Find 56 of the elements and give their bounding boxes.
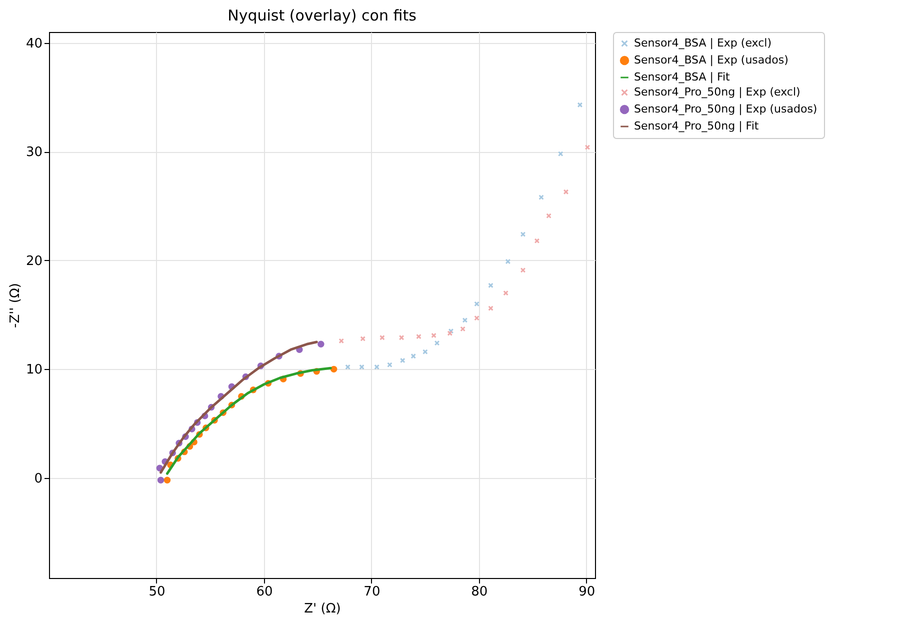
point <box>422 349 428 354</box>
point <box>410 353 416 359</box>
point <box>488 306 494 311</box>
point <box>520 232 526 237</box>
legend-label: Sensor4_Pro_50ng | Exp (usados) <box>634 102 818 116</box>
point <box>534 238 540 244</box>
legend-label: Sensor4_Pro_50ng | Fit <box>634 120 760 132</box>
point <box>503 290 508 296</box>
y-tick-label: 20 <box>26 254 42 269</box>
x-tick-label: 90 <box>578 584 596 600</box>
chart-title: Nyquist (overlay) con fits <box>228 6 417 24</box>
point <box>434 340 440 346</box>
y-tick-label: 0 <box>34 471 42 486</box>
point <box>505 258 511 264</box>
legend-label: Sensor4_Pro_50ng | Exp (excl) <box>634 86 800 98</box>
point <box>520 268 526 273</box>
legend-label: Sensor4_BSA | Exp (excl) <box>634 36 772 50</box>
y-axis-title: -Z'' (Ω) <box>8 283 23 328</box>
y-tick-label: 30 <box>26 145 42 160</box>
x-tick-label: 60 <box>256 584 273 600</box>
point <box>546 213 552 218</box>
x-axis-title: Z' (Ω) <box>304 602 341 616</box>
point <box>338 338 344 344</box>
x-tick-label: 70 <box>364 584 380 600</box>
point <box>400 358 406 364</box>
point <box>563 189 569 195</box>
y-tick-label: 10 <box>26 362 42 378</box>
point <box>460 326 466 332</box>
point <box>474 301 480 307</box>
point <box>157 476 164 484</box>
point <box>380 334 385 340</box>
x-tick-label: 80 <box>471 584 488 600</box>
point <box>416 334 422 340</box>
point <box>359 364 364 370</box>
point <box>330 366 338 373</box>
point <box>447 330 453 336</box>
point <box>345 364 350 370</box>
legend-label: Sensor4_BSA | Fit <box>634 70 731 84</box>
point <box>448 328 454 334</box>
point <box>431 332 436 338</box>
y-tick-label: 40 <box>26 36 42 52</box>
point <box>164 476 171 484</box>
point <box>462 318 468 323</box>
point <box>387 362 392 368</box>
point <box>360 336 366 342</box>
point <box>474 315 480 321</box>
point <box>488 282 494 288</box>
point <box>558 151 564 156</box>
point <box>577 102 583 108</box>
point <box>584 144 590 150</box>
point <box>374 364 380 370</box>
legend-label: Sensor4_BSA | Exp (usados) <box>634 54 788 66</box>
x-tick-label: 50 <box>148 584 166 600</box>
point <box>318 340 324 348</box>
point <box>398 334 404 340</box>
point <box>538 194 544 200</box>
